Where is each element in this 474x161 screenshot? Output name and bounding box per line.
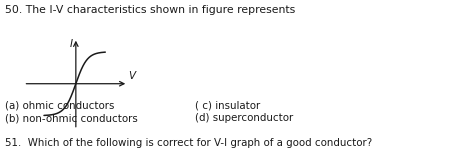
Text: 50. The I-V characteristics shown in figure represents: 50. The I-V characteristics shown in fig…	[5, 5, 295, 15]
Text: (b) non-ohmic conductors: (b) non-ohmic conductors	[5, 113, 138, 123]
Text: I: I	[69, 39, 73, 49]
Text: (a) ohmic conductors: (a) ohmic conductors	[5, 100, 114, 110]
Text: ( c) insulator: ( c) insulator	[195, 100, 260, 110]
Text: V: V	[128, 71, 135, 81]
Text: 51.  Which of the following is correct for V-I graph of a good conductor?: 51. Which of the following is correct fo…	[5, 138, 372, 148]
Text: (d) superconductor: (d) superconductor	[195, 113, 293, 123]
